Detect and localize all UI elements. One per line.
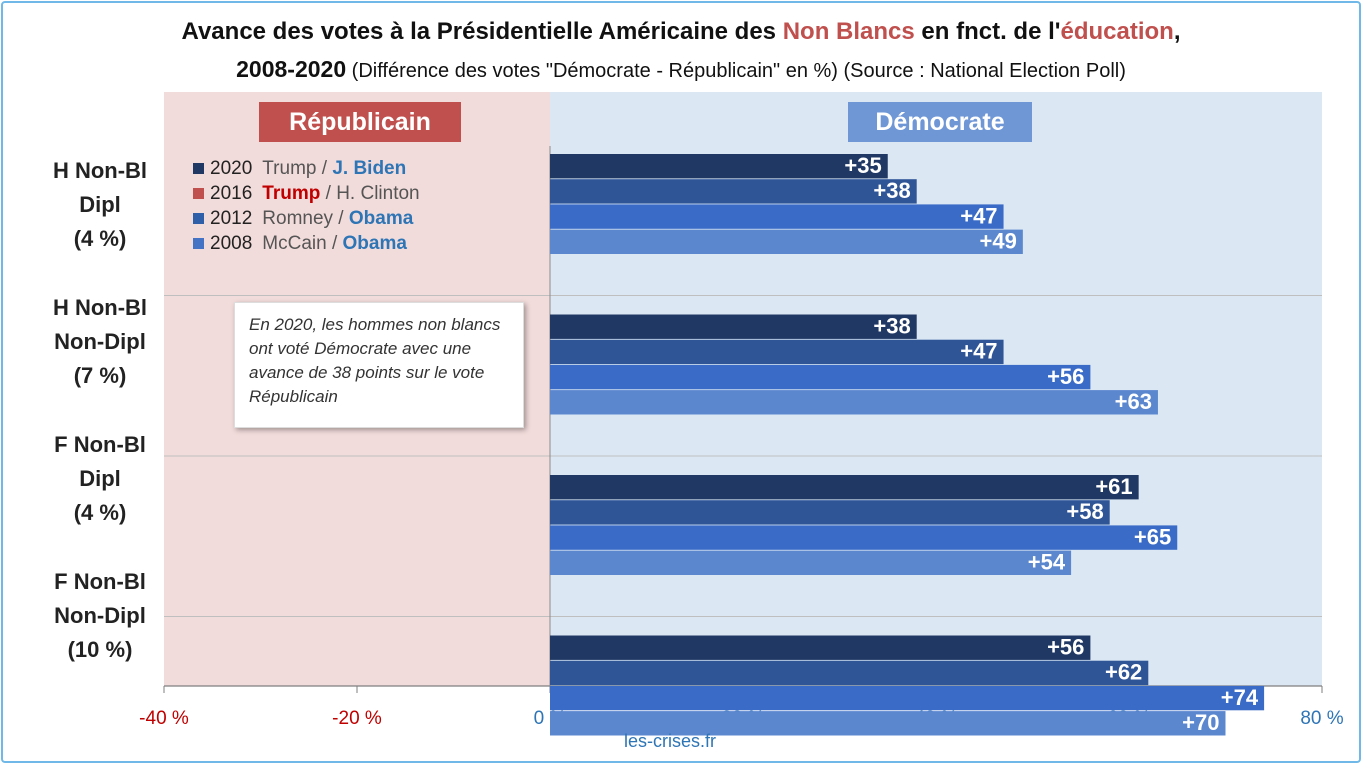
chart-subtitle: 2008-2020 (Différence des votes "Démocra… bbox=[236, 56, 1126, 82]
category-label: H Non-Bl Dipl (4 %) bbox=[52, 158, 148, 251]
legend-rep-candidate: Trump bbox=[262, 183, 321, 204]
legend-year: 2016 bbox=[210, 183, 253, 204]
legend-separator: / bbox=[333, 208, 349, 229]
bar-value-label: +58 bbox=[1066, 499, 1103, 524]
bar-2020 bbox=[550, 635, 1091, 660]
bar-2016 bbox=[550, 339, 1004, 365]
legend: 2020 Trump / J. Biden 2016 Trump / H. Clin… bbox=[193, 156, 420, 256]
legend-swatch bbox=[193, 238, 204, 249]
bar-2008 bbox=[550, 550, 1072, 575]
legend-dem-candidate: Obama bbox=[348, 208, 414, 229]
bar-value-label: +61 bbox=[1095, 474, 1132, 499]
bar-value-label: +54 bbox=[1028, 550, 1066, 575]
legend-swatch bbox=[193, 188, 204, 199]
legend-rep-candidate: Trump bbox=[262, 158, 317, 179]
legend-separator: / bbox=[326, 233, 343, 254]
bar-value-label: +70 bbox=[1182, 710, 1219, 735]
democrat-header: Démocrate bbox=[848, 102, 1032, 142]
source-credit: les-crises.fr bbox=[623, 731, 716, 751]
bar-value-label: +65 bbox=[1134, 524, 1171, 549]
bar-value-label: +62 bbox=[1105, 660, 1142, 685]
legend-swatch bbox=[193, 163, 204, 174]
legend-year: 2008 bbox=[210, 233, 253, 254]
bar-value-label: +38 bbox=[873, 178, 910, 203]
legend-dem-candidate: J. Biden bbox=[332, 158, 407, 179]
category-label: H Non-Bl Non-Dipl (7 %) bbox=[52, 295, 148, 388]
legend-separator: / bbox=[316, 158, 333, 179]
bar-2012 bbox=[550, 204, 1004, 229]
bar-2012 bbox=[550, 364, 1091, 390]
bar-value-label: +35 bbox=[844, 153, 881, 178]
x-tick-label: 80 % bbox=[1300, 708, 1343, 729]
legend-swatch bbox=[193, 213, 204, 224]
legend-rep-candidate: McCain bbox=[262, 233, 327, 254]
bar-value-label: +56 bbox=[1047, 364, 1084, 389]
bar-2016 bbox=[550, 660, 1149, 686]
legend-rep-candidate: Romney bbox=[262, 208, 334, 229]
bar-value-label: +47 bbox=[960, 203, 997, 228]
x-tick-label: -20 % bbox=[332, 708, 382, 729]
legend-year: 2020 bbox=[210, 158, 253, 179]
bar-2020 bbox=[550, 314, 917, 339]
legend-separator: / bbox=[320, 183, 337, 204]
bar-2008 bbox=[550, 229, 1023, 254]
legend-item-2008: 2008 McCain / Obama bbox=[193, 231, 420, 256]
annotation-text: En 2020, les hommes non blancs ont voté … bbox=[249, 315, 501, 406]
bar-value-label: +49 bbox=[980, 229, 1017, 254]
category-label: F Non-Bl Non-Dipl (10 %) bbox=[54, 569, 146, 662]
category-label: F Non-Bl Dipl (4 %) bbox=[54, 432, 146, 525]
legend-item-2020: 2020 Trump / J. Biden bbox=[193, 156, 420, 181]
legend-year: 2012 bbox=[210, 208, 253, 229]
bar-2012 bbox=[550, 525, 1178, 550]
bar-value-label: +56 bbox=[1047, 635, 1084, 660]
bar-value-label: +38 bbox=[873, 314, 910, 339]
republican-header: Républicain bbox=[259, 102, 461, 142]
bar-2008 bbox=[550, 390, 1158, 415]
bar-2016 bbox=[550, 179, 917, 204]
bar-value-label: +74 bbox=[1221, 685, 1259, 710]
bar-2020 bbox=[550, 475, 1139, 500]
legend-dem-candidate: H. Clinton bbox=[336, 183, 420, 204]
x-tick-label: -40 % bbox=[139, 708, 189, 729]
bar-2012 bbox=[550, 685, 1265, 711]
bar-2016 bbox=[550, 500, 1110, 525]
bar-value-label: +63 bbox=[1115, 389, 1152, 414]
bar-value-label: +47 bbox=[960, 339, 997, 364]
bar-2008 bbox=[550, 711, 1226, 736]
bar-2020 bbox=[550, 154, 888, 179]
chart-title: Avance des votes à la Présidentielle Amé… bbox=[181, 18, 1181, 45]
legend-item-2016: 2016 Trump / H. Clinton bbox=[193, 181, 420, 206]
legend-dem-candidate: Obama bbox=[342, 233, 407, 254]
legend-item-2012: 2012 Romney / Obama bbox=[193, 206, 420, 231]
annotation-callout: En 2020, les hommes non blancs ont voté … bbox=[234, 302, 524, 428]
